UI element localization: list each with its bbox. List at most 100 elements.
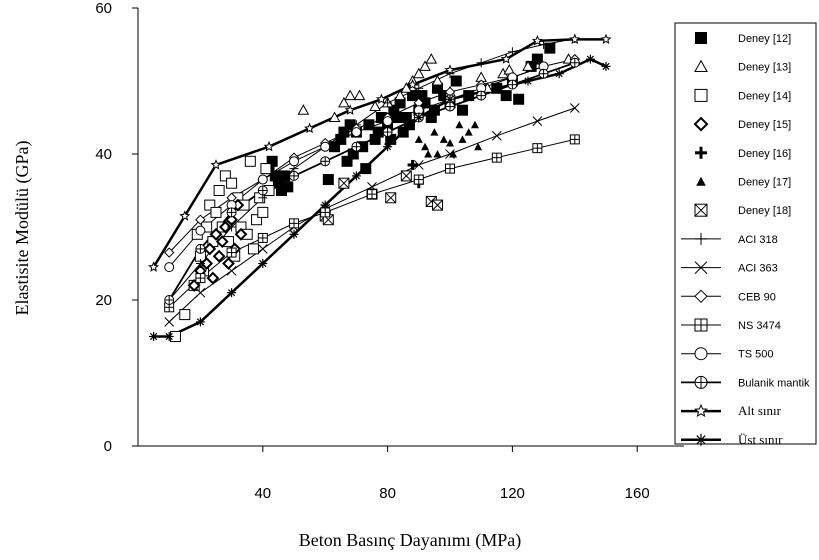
- series-line: [168, 107, 575, 323]
- data-point: [694, 347, 708, 361]
- data-point: [209, 227, 223, 241]
- data-point: [369, 100, 381, 112]
- marker-star: [210, 159, 222, 170]
- data-point: [322, 174, 334, 186]
- data-point: [532, 143, 543, 154]
- data-point: [375, 112, 387, 123]
- marker-triangle-filled: [430, 128, 439, 136]
- data-point: [432, 82, 444, 94]
- marker-asterisk-arm: [446, 95, 454, 103]
- data-point: [203, 242, 217, 256]
- marker-triangle-open: [400, 82, 413, 93]
- y-tick-label: 0: [104, 438, 112, 455]
- marker-square-filled: [544, 42, 556, 54]
- data-point: [367, 189, 377, 200]
- data-point: [164, 317, 175, 327]
- data-point: [695, 433, 707, 446]
- marker-triangle-filled: [414, 135, 423, 143]
- legend-label: Deney [16]: [738, 148, 791, 160]
- data-point: [463, 90, 475, 102]
- data-point: [532, 116, 543, 127]
- data-point: [414, 83, 424, 93]
- marker-triangle-filled: [696, 176, 706, 186]
- data-point: [694, 375, 708, 389]
- marker-square-open: [260, 163, 272, 175]
- legend-item: Deney [12]: [695, 32, 791, 45]
- marker-x-b: [532, 116, 543, 127]
- marker-star: [407, 78, 419, 90]
- legend-item: Alt sınır: [681, 403, 782, 418]
- data-point: [304, 122, 316, 134]
- data-point: [388, 104, 400, 116]
- marker-triangle-filled: [421, 142, 430, 151]
- data-point: [260, 163, 272, 175]
- marker-triangle-open: [522, 60, 534, 71]
- data-point: [226, 265, 237, 276]
- legend-item: Deney [16]: [695, 146, 791, 160]
- marker-square-filled: [450, 75, 462, 87]
- data-point: [428, 104, 440, 116]
- data-point: [195, 317, 205, 327]
- data-point: [400, 112, 412, 123]
- data-point: [149, 332, 159, 341]
- legend-item: ACI 363: [681, 261, 778, 275]
- marker-asterisk-arm: [290, 230, 298, 238]
- marker-circle: [382, 116, 393, 127]
- data-point: [344, 89, 357, 101]
- data-point: [297, 104, 310, 115]
- marker-square-filled: [397, 126, 409, 138]
- marker-square-filled: [266, 155, 278, 167]
- data-point: [695, 232, 707, 245]
- data-point: [424, 150, 433, 158]
- marker-square-filled: [363, 119, 375, 131]
- marker-star: [600, 33, 612, 45]
- marker-triangle-filled: [474, 142, 483, 151]
- data-point: [456, 104, 468, 116]
- y-tick-label: 20: [95, 292, 112, 309]
- marker-circle: [289, 156, 299, 167]
- data-point: [539, 40, 549, 49]
- data-point: [394, 89, 406, 101]
- legend: Deney [12] Deney [13] Deney [14] Deney [15]…: [674, 22, 817, 447]
- data-point: [257, 174, 268, 185]
- data-point: [544, 42, 556, 54]
- marker-asterisk-arm: [696, 435, 706, 445]
- data-point: [344, 119, 356, 131]
- marker-circle: [320, 141, 331, 152]
- data-point: [347, 148, 359, 160]
- data-point: [204, 199, 216, 211]
- data-point: [450, 75, 462, 87]
- marker-diamond-open: [200, 257, 214, 270]
- marker-triangle-filled: [455, 120, 464, 129]
- data-point: [432, 199, 444, 211]
- data-point: [289, 156, 299, 167]
- marker-circle: [351, 127, 362, 138]
- marker-square-x-b: [400, 170, 412, 182]
- marker-square-open: [251, 214, 263, 226]
- x-axis-title: Beton Basınç Dayanımı (MPa): [299, 530, 521, 551]
- data-point: [455, 120, 464, 129]
- marker-star: [148, 261, 160, 272]
- data-point: [407, 90, 419, 102]
- marker-diamond-open: [203, 242, 217, 256]
- data-point: [569, 33, 581, 45]
- marker-asterisk-arm: [165, 332, 173, 341]
- marker-square-filled: [456, 104, 468, 116]
- data-point: [400, 170, 412, 182]
- data-point: [289, 170, 299, 181]
- data-point: [338, 126, 350, 138]
- marker-square-filled: [513, 93, 525, 105]
- marker-square-filled: [329, 141, 341, 153]
- data-point: [446, 139, 454, 147]
- data-point: [164, 262, 175, 273]
- marker-square-open: [226, 177, 238, 189]
- ticks: 0 20 40 60 40 80 120 160: [95, 0, 649, 502]
- data-point: [694, 318, 708, 332]
- marker-triangle-filled: [470, 120, 479, 129]
- data-point: [341, 155, 353, 167]
- data-point: [531, 53, 543, 65]
- marker-star: [444, 64, 456, 75]
- data-point: [438, 90, 450, 102]
- data-point: [458, 135, 467, 143]
- data-point: [375, 93, 387, 104]
